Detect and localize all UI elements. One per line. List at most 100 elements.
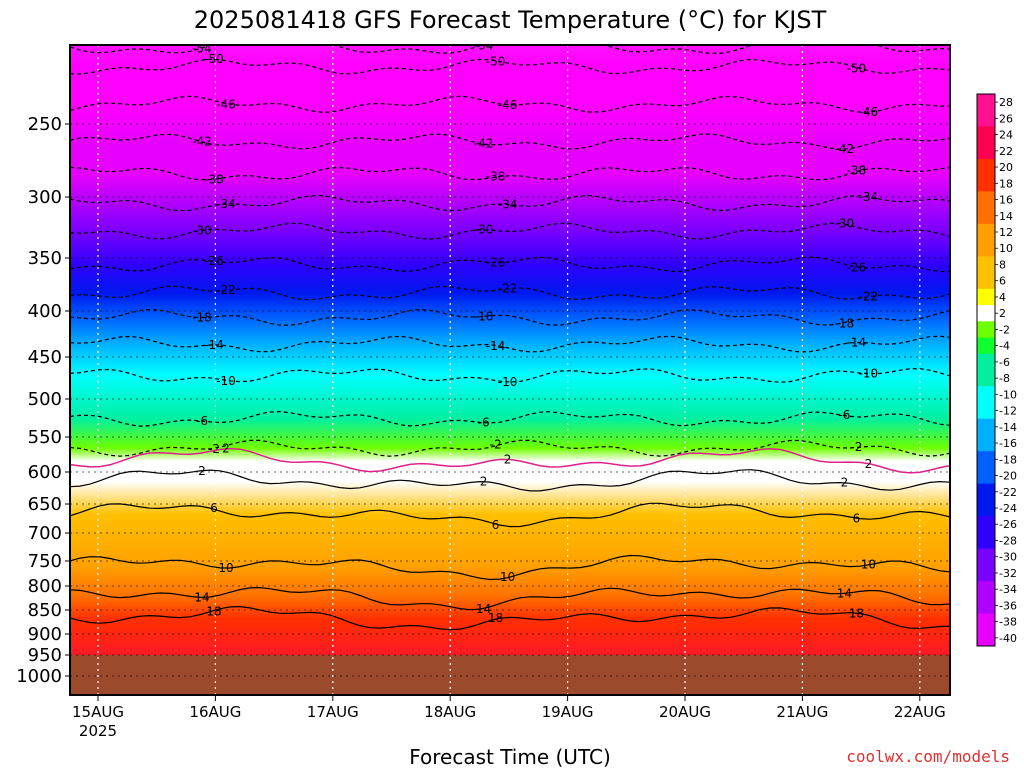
contour-label: -14: [204, 338, 224, 352]
contour-label: 14: [194, 590, 209, 604]
colorbar-swatch: [977, 94, 995, 111]
contour-label: 10: [500, 570, 515, 584]
contour-label: 2: [865, 457, 873, 471]
colorbar-label: 24: [999, 129, 1013, 142]
contour-line: [70, 410, 950, 427]
contour-label: -26: [486, 256, 506, 270]
colorbar-swatch: [977, 564, 995, 582]
contour-label: 18: [488, 611, 503, 625]
contour-label: -22: [216, 283, 236, 297]
colorbar-frame: [976, 93, 996, 647]
colorbar-swatch: [977, 272, 995, 290]
contour-line: [70, 368, 950, 383]
colorbar-label: 16: [999, 194, 1013, 207]
contour-label: 2: [504, 453, 512, 467]
contour-line: [70, 285, 950, 301]
colorbar-swatch: [977, 305, 995, 322]
colorbar-swatch: [977, 402, 995, 420]
y-tick-label: 950: [28, 645, 62, 666]
colorbar-swatch: [977, 629, 995, 647]
colorbar-swatch: [977, 126, 995, 144]
colorbar-swatch: [977, 418, 995, 436]
contour-line: [70, 335, 950, 353]
y-tick-label: 350: [28, 248, 62, 269]
colorbar-label: -30: [999, 551, 1017, 564]
colorbar-label: -18: [999, 453, 1017, 466]
colorbar-label: -40: [999, 632, 1017, 645]
colorbar-label: -14: [999, 421, 1017, 434]
y-tick-label: 550: [28, 427, 62, 448]
y-tick-label: 300: [28, 187, 62, 208]
contour-label: -50: [204, 52, 224, 66]
colorbar-swatch: [977, 434, 995, 452]
colorbar-label: 20: [999, 161, 1013, 174]
colorbar-label: 8: [999, 258, 1006, 271]
contour-label: -26: [204, 254, 224, 268]
y-tick-label: 900: [28, 624, 62, 645]
contour-label: 6: [210, 501, 218, 515]
y-tick-label: 400: [28, 301, 62, 322]
contour-line: [70, 166, 950, 181]
colorbar-label: 14: [999, 210, 1013, 223]
contour-label: 2: [198, 464, 206, 478]
contour-label: -6: [838, 408, 850, 422]
contour-label: -38: [204, 173, 224, 187]
x-tick-label: 22AUG: [894, 703, 946, 721]
y-tick-label: 600: [28, 462, 62, 483]
contour-label: 14: [476, 602, 491, 616]
x-axis-title: Forecast Time (UTC): [409, 745, 611, 768]
colorbar-swatch: [977, 110, 995, 127]
contour-label: 2: [480, 475, 488, 489]
x-year-label: 2025: [79, 722, 117, 740]
colorbar-label: 2: [999, 307, 1006, 320]
contour-label: -42: [192, 134, 212, 148]
contour-line: [70, 222, 950, 240]
y-tick-label: 750: [28, 551, 62, 572]
contour-label: -34: [859, 190, 879, 204]
contour-label: 18: [849, 607, 864, 621]
contour-label: 2: [222, 442, 230, 456]
colorbar-swatch: [977, 353, 995, 371]
contour-label: -54: [474, 39, 494, 53]
colorbar-label: -38: [999, 616, 1017, 629]
y-tick-label: 500: [28, 389, 62, 410]
colorbar-label: -8: [999, 372, 1010, 385]
colorbar-label: 10: [999, 242, 1013, 255]
contour-label: -10: [216, 374, 236, 388]
colorbar-label: 18: [999, 177, 1013, 190]
contour-label: -34: [216, 197, 236, 211]
contour-line: [70, 256, 950, 273]
contour-label: 6: [853, 512, 861, 526]
contour-label: 10: [218, 561, 233, 575]
credit-text[interactable]: coolwx.com/models: [846, 747, 1010, 766]
colorbar-swatch: [977, 288, 995, 306]
contour-label: -10: [859, 367, 879, 381]
y-tick-label: 1000: [16, 666, 62, 687]
colorbar-label: -2: [999, 323, 1010, 336]
contour-label: -22: [859, 290, 879, 304]
colorbar-swatch: [977, 548, 995, 566]
colorbar-swatch: [977, 597, 995, 615]
contour-label: -2: [208, 442, 220, 456]
colorbar-label: -36: [999, 599, 1017, 612]
y-axis: 250 300 350 400 450 500 550 600 650 700 750 800 850 9…: [16, 114, 70, 687]
y-tick-label: 850: [28, 600, 62, 621]
y-tick-label: 800: [28, 576, 62, 597]
contour-line: [70, 586, 950, 611]
contour-label: -54: [192, 42, 212, 56]
x-tick-label: 21AUG: [776, 703, 828, 721]
colorbar-label: -34: [999, 583, 1017, 596]
colorbar-label: 6: [999, 275, 1006, 288]
colorbar-swatch: [977, 321, 995, 339]
colorbar-label: -28: [999, 534, 1017, 547]
contour-label: -30: [835, 217, 855, 231]
colorbar-swatch: [977, 191, 995, 209]
contour-line: [70, 95, 950, 113]
colorbar-swatch: [977, 158, 995, 176]
contour-label: -14: [486, 339, 506, 353]
x-tick-label: 17AUG: [307, 703, 359, 721]
colorbar-swatch: [977, 142, 995, 160]
contour-line: [70, 469, 950, 492]
contour-label: -46: [216, 97, 236, 111]
plot-frame: [69, 44, 951, 696]
